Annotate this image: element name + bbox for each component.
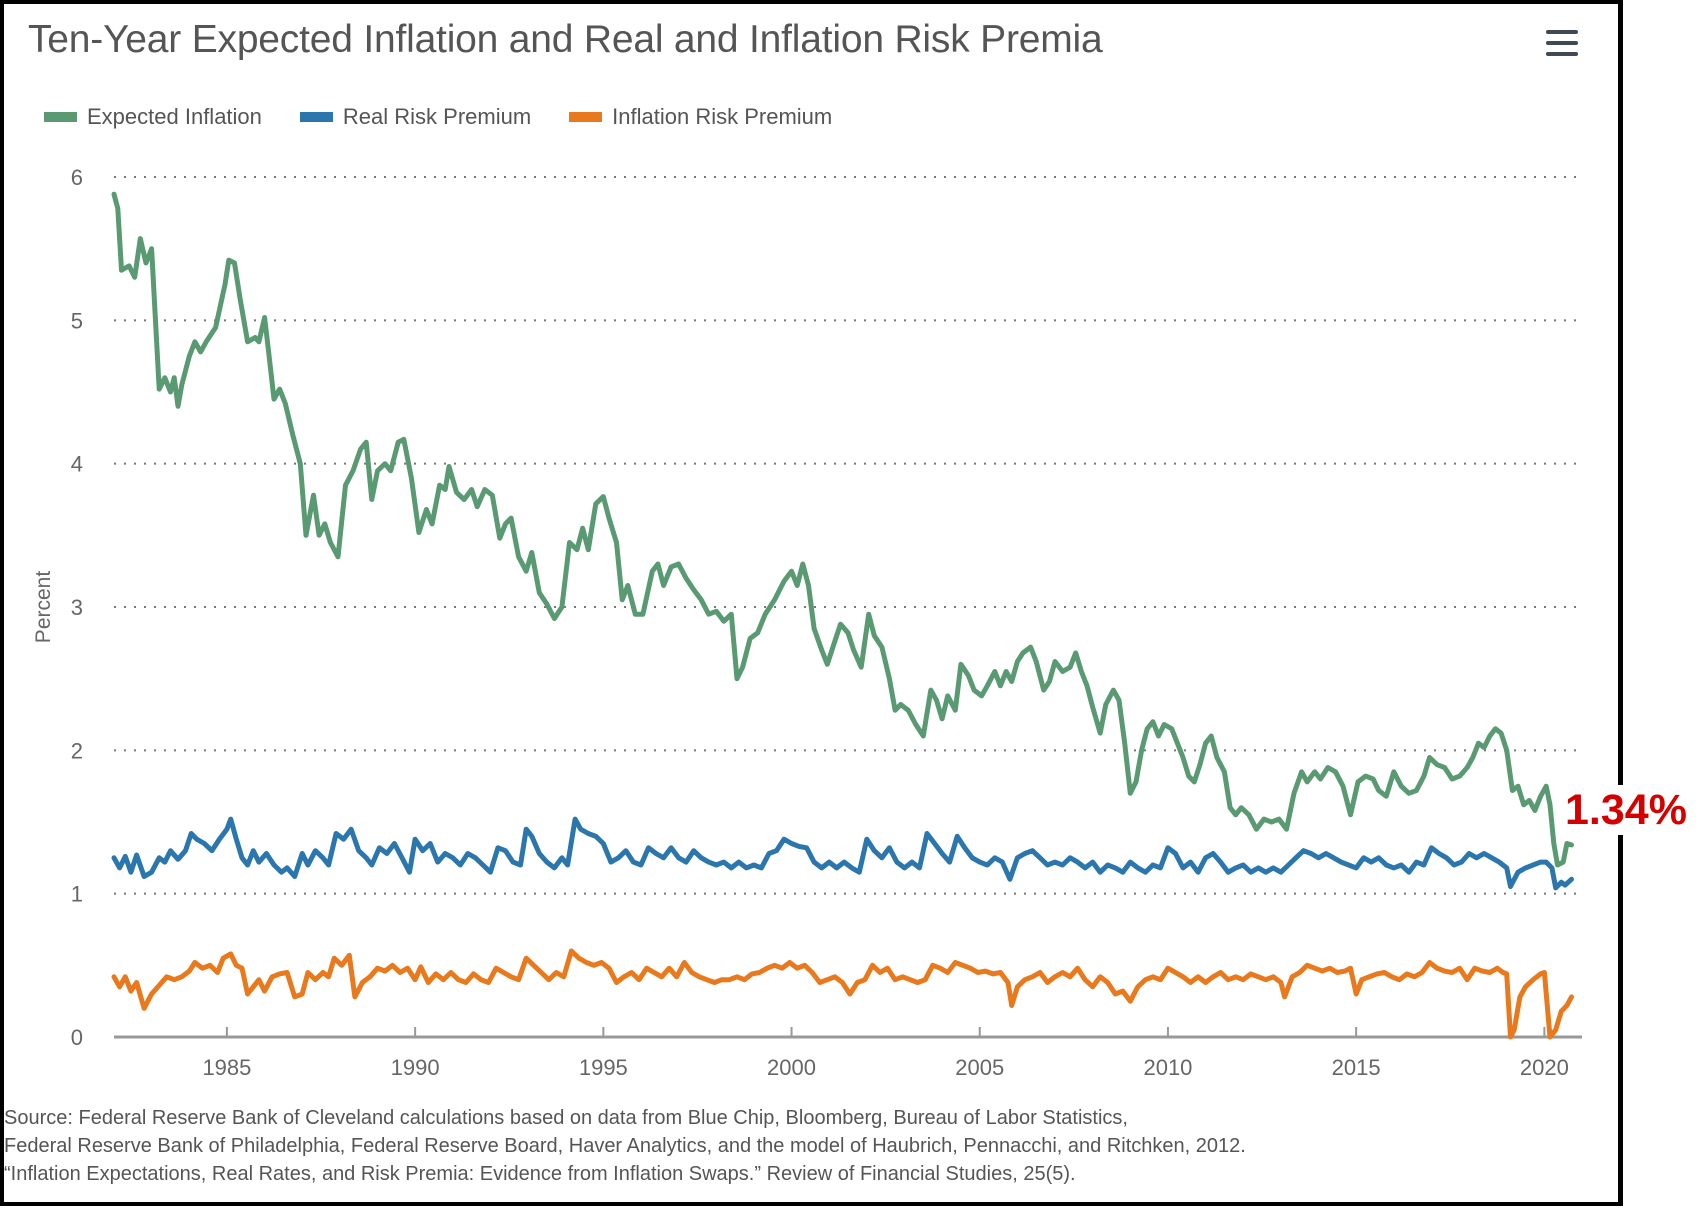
y-tick-label: 5: [71, 308, 83, 333]
x-axis: 1985 1990 1995 2000 2005 2010 2015 2020: [114, 1027, 1582, 1080]
legend-swatch: [299, 112, 333, 122]
hamburger-menu-button[interactable]: [1546, 30, 1582, 60]
legend-label: Inflation Risk Premium: [612, 104, 833, 129]
source-line: “Inflation Expectations, Real Rates, and…: [4, 1163, 1076, 1185]
source-line: Source: Federal Reserve Bank of Clevelan…: [4, 1107, 1128, 1129]
hamburger-menu-icon: [1546, 30, 1582, 56]
series-line-inflation-risk-premium[interactable]: [111, 948, 1574, 1040]
x-tick-label: 2015: [1332, 1055, 1381, 1080]
grid-lines: [114, 176, 1582, 895]
y-tick-label: 0: [71, 1025, 83, 1050]
y-axis-ticks: 0 1 2 3 4 5 6: [71, 165, 83, 1050]
y-tick-label: 3: [71, 595, 83, 620]
chart-legend: Expected Inflation Real Risk Premium Inf…: [44, 104, 870, 130]
legend-item-expected-inflation[interactable]: Expected Inflation: [44, 104, 262, 130]
x-tick-label: 2000: [767, 1055, 816, 1080]
legend-swatch: [569, 112, 603, 122]
y-axis-label: Percent: [32, 571, 55, 644]
y-tick-label: 1: [71, 882, 83, 907]
x-tick-label: 2010: [1143, 1055, 1192, 1080]
legend-item-inflation-risk-premium[interactable]: Inflation Risk Premium: [569, 104, 832, 130]
legend-label: Real Risk Premium: [342, 104, 532, 129]
x-tick-label: 1990: [391, 1055, 440, 1080]
source-note: Source: Federal Reserve Bank of Clevelan…: [4, 1104, 1246, 1188]
legend-label: Expected Inflation: [87, 104, 262, 129]
x-tick-label: 1985: [202, 1055, 251, 1080]
chart-frame: Ten-Year Expected Inflation and Real and…: [0, 0, 1623, 1206]
series-lines: [111, 191, 1574, 1040]
series-line-expected-inflation[interactable]: [111, 191, 1574, 868]
chart-title: Ten-Year Expected Inflation and Real and…: [28, 18, 1103, 61]
y-tick-label: 2: [71, 738, 83, 763]
series-line-real-risk-premium[interactable]: [111, 816, 1574, 891]
source-line: Federal Reserve Bank of Philadelphia, Fe…: [4, 1135, 1246, 1157]
x-tick-label: 2020: [1520, 1055, 1569, 1080]
legend-swatch: [44, 112, 77, 122]
y-tick-label: 6: [71, 165, 83, 190]
y-tick-label: 4: [71, 452, 83, 477]
legend-item-real-risk-premium[interactable]: Real Risk Premium: [299, 104, 532, 130]
x-tick-label: 1995: [579, 1055, 628, 1080]
x-tick-label: 2005: [955, 1055, 1004, 1080]
latest-value-callout: 1.34%: [1563, 785, 1689, 835]
